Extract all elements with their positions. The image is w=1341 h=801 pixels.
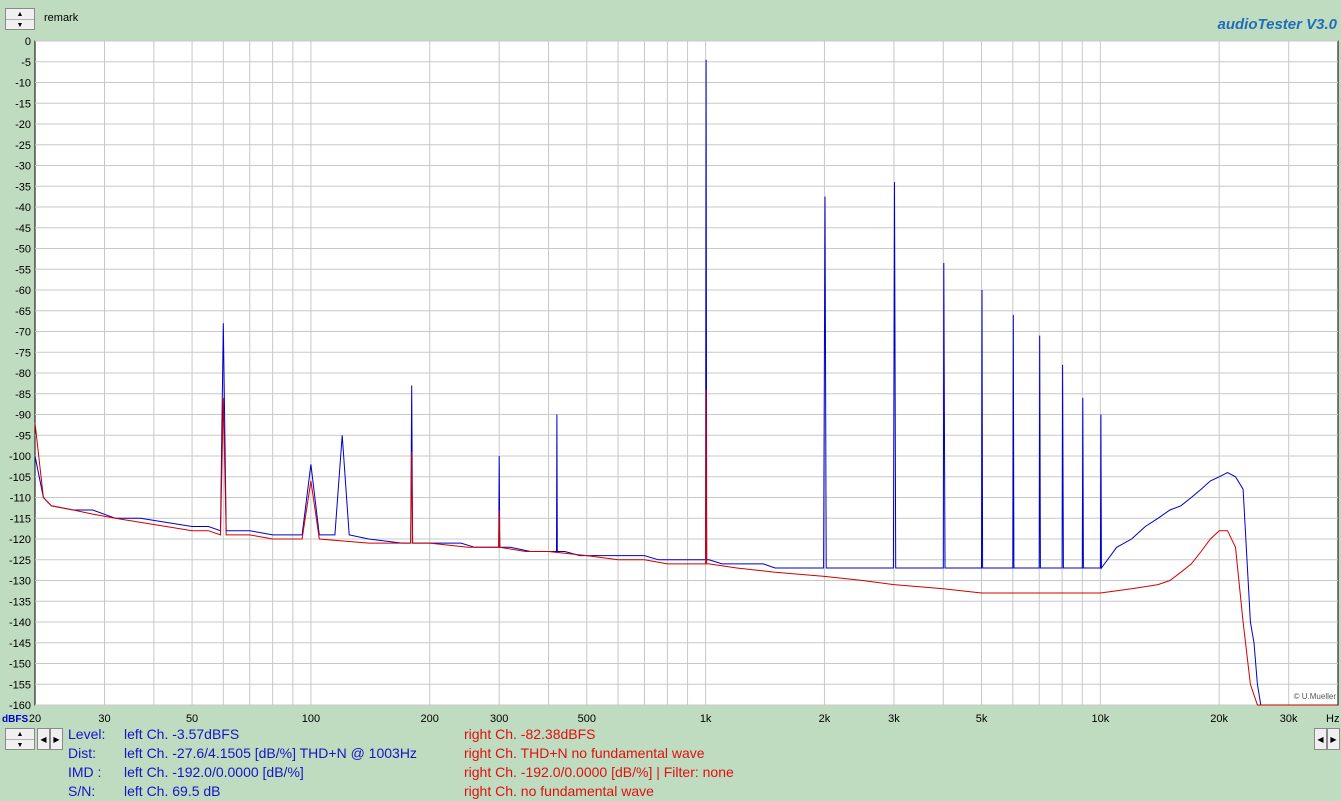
right-scroll-left-button[interactable]: ◀ — [1314, 728, 1327, 750]
y-tick-label: -140 — [9, 617, 31, 629]
y-tick-label: -45 — [15, 223, 31, 235]
dist-left: left Ch. -27.6/4.1505 [dB/%] THD+N @ 100… — [124, 745, 417, 761]
y-tick-label: -10 — [15, 78, 31, 90]
scroll-right-button[interactable]: ▶ — [50, 728, 63, 750]
y-tick-label: -85 — [15, 389, 31, 401]
y-tick-label: -115 — [10, 513, 31, 525]
y-tick-label: -60 — [15, 285, 31, 297]
y-tick-label: -40 — [15, 202, 31, 214]
y-tick-label: -25 — [15, 140, 31, 152]
series-line-2 — [34, 389, 1338, 706]
y-tick-label: -75 — [15, 347, 31, 359]
y-tick-label: -120 — [9, 534, 31, 546]
chart-grid — [35, 40, 1338, 706]
y-tick-label: -95 — [15, 430, 31, 442]
y-tick-label: -125 — [9, 555, 31, 567]
x-tick-label: 500 — [578, 713, 596, 725]
remark-spinner[interactable]: ▲ ▼ — [5, 8, 35, 30]
y-tick-label: -65 — [15, 306, 31, 318]
y-tick-label: -70 — [15, 327, 31, 339]
x-tick-label: 30 — [98, 713, 110, 725]
y-tick-label: 0 — [25, 36, 31, 48]
x-tick-label: 1k — [700, 713, 712, 725]
stats-spinner[interactable]: ▲ ▼ — [5, 728, 35, 750]
remark-label: remark — [44, 12, 79, 24]
y-tick-label: -130 — [9, 576, 31, 588]
level-right: right Ch. -82.38dBFS — [464, 726, 596, 742]
imd-left: left Ch. -192.0/0.0000 [dB/%] — [124, 764, 304, 780]
y-tick-label: -160 — [9, 700, 31, 712]
chart-series — [34, 59, 1338, 706]
level-left: left Ch. -3.57dBFS — [124, 726, 240, 742]
spin-down-icon[interactable]: ▼ — [6, 19, 34, 30]
level-label: Level: — [68, 726, 106, 742]
series-line-1 — [34, 59, 1338, 706]
y-tick-label: -15 — [15, 98, 31, 110]
stats-up-icon[interactable]: ▲ — [16, 730, 24, 738]
x-axis: 20 30 50 100 200 300 500 1k 2k 3k 5k 10k 20k 30k — [29, 713, 1298, 725]
x-tick-label: 30k — [1280, 713, 1298, 725]
sn-right: right Ch. no fundamental wave — [464, 783, 654, 799]
scroll-left-button[interactable]: ◀ — [37, 728, 50, 750]
imd-label: IMD : — [68, 764, 102, 780]
y-tick-label: -30 — [15, 161, 31, 173]
x-tick-label: 20k — [1210, 713, 1228, 725]
x-tick-label: 200 — [421, 713, 439, 725]
y-tick-label: -105 — [9, 472, 31, 484]
app-brand: audioTester V3.0 — [1217, 16, 1338, 33]
y-tick-label: -90 — [15, 410, 31, 422]
x-tick-label: 50 — [186, 713, 198, 725]
y-tick-label: -150 — [9, 659, 31, 671]
x-tick-label: 2k — [819, 713, 831, 725]
dist-right: right Ch. THD+N no fundamental wave — [464, 745, 705, 761]
x-axis-unit: Hz — [1326, 713, 1339, 725]
spectrum-chart: 0 -5 -10 -15 -20 -25 -30 -35 -40 -45 -50 -55 -60 -65 -… — [2, 36, 1339, 725]
stats-down-icon[interactable]: ▼ — [6, 739, 34, 750]
y-tick-label: -100 — [9, 451, 31, 463]
sn-label: S/N: — [68, 783, 96, 799]
y-tick-label: -50 — [15, 244, 31, 256]
x-tick-label: 5k — [976, 713, 988, 725]
spin-up-icon[interactable]: ▲ — [16, 10, 24, 18]
y-tick-label: -145 — [9, 638, 31, 650]
y-tick-label: -135 — [9, 596, 31, 608]
x-tick-label: 100 — [302, 713, 320, 725]
x-tick-label: 20 — [29, 713, 41, 725]
y-tick-label: -110 — [10, 493, 31, 505]
y-tick-label: -5 — [21, 57, 31, 69]
x-tick-label: 10k — [1091, 713, 1109, 725]
x-tick-label: 3k — [888, 713, 900, 725]
y-tick-label: -155 — [9, 679, 31, 691]
imd-right: right Ch. -192.0/0.0000 [dB/%] | Filter:… — [464, 764, 734, 780]
credit-text: © U.Mueller — [1294, 692, 1337, 701]
sn-left: left Ch. 69.5 dB — [124, 783, 221, 799]
y-tick-label: -20 — [15, 119, 31, 131]
y-tick-label: -55 — [15, 264, 31, 276]
y-tick-label: -35 — [15, 181, 31, 193]
y-axis: 0 -5 -10 -15 -20 -25 -30 -35 -40 -45 -50 -55 -60 -65 -… — [9, 36, 31, 712]
x-tick-label: 300 — [490, 713, 508, 725]
y-axis-label: dBFS — [2, 714, 28, 725]
y-tick-label: -80 — [15, 368, 31, 380]
dist-label: Dist: — [68, 745, 96, 761]
right-scroll-right-button[interactable]: ▶ — [1327, 728, 1340, 750]
